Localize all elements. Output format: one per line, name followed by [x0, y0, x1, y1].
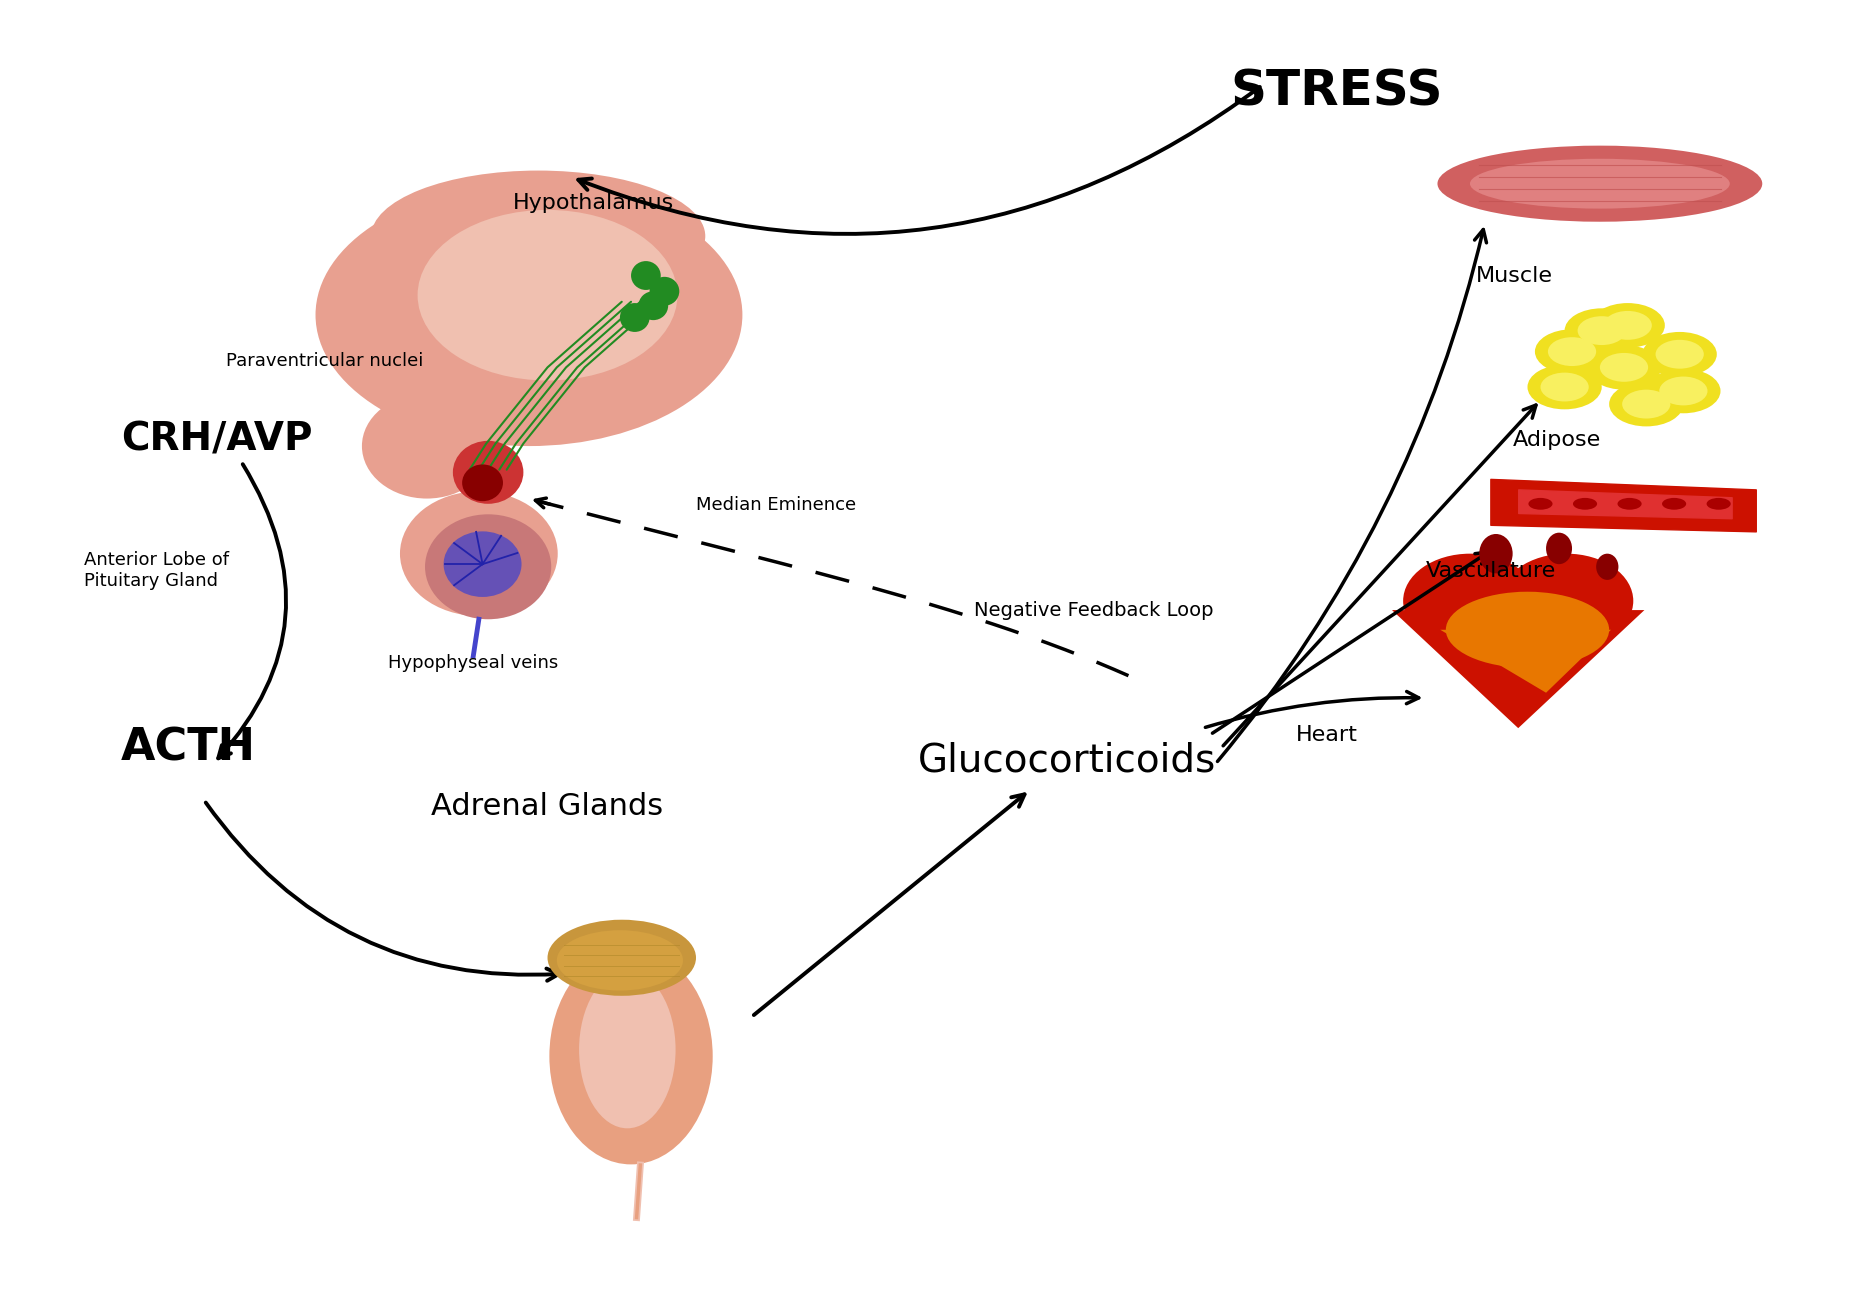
Ellipse shape	[1642, 332, 1716, 377]
Ellipse shape	[1402, 554, 1536, 648]
Ellipse shape	[649, 277, 679, 306]
Ellipse shape	[1547, 337, 1595, 366]
Text: Vasculature: Vasculature	[1425, 560, 1554, 581]
Text: Hypophyseal veins: Hypophyseal veins	[388, 653, 558, 672]
Ellipse shape	[579, 236, 736, 367]
Ellipse shape	[1616, 497, 1640, 509]
Ellipse shape	[1645, 369, 1720, 413]
Ellipse shape	[443, 531, 521, 597]
Ellipse shape	[462, 464, 503, 501]
Text: Hypothalamus: Hypothalamus	[514, 193, 673, 214]
Ellipse shape	[425, 514, 551, 619]
Ellipse shape	[1445, 592, 1608, 668]
Text: Paraventricular nuclei: Paraventricular nuclei	[226, 352, 423, 370]
Ellipse shape	[1527, 497, 1551, 509]
Ellipse shape	[620, 303, 649, 332]
Text: STRESS: STRESS	[1230, 68, 1441, 115]
Ellipse shape	[1608, 382, 1682, 426]
Ellipse shape	[638, 291, 668, 320]
Text: CRH/AVP: CRH/AVP	[121, 421, 312, 458]
Ellipse shape	[1469, 159, 1729, 209]
Ellipse shape	[556, 930, 683, 991]
Text: Glucocorticoids: Glucocorticoids	[918, 743, 1215, 779]
Ellipse shape	[362, 394, 492, 499]
Ellipse shape	[417, 210, 677, 380]
Ellipse shape	[1595, 554, 1618, 580]
Text: Anterior Lobe of
Pituitary Gland: Anterior Lobe of Pituitary Gland	[83, 551, 228, 590]
Ellipse shape	[1621, 390, 1670, 419]
Text: Median Eminence: Median Eminence	[696, 496, 855, 514]
Ellipse shape	[315, 184, 742, 446]
Ellipse shape	[1707, 497, 1731, 509]
Text: Adipose: Adipose	[1512, 429, 1601, 450]
Ellipse shape	[1603, 311, 1651, 340]
Text: Negative Feedback Loop: Negative Feedback Loop	[974, 601, 1213, 619]
Ellipse shape	[453, 441, 523, 504]
Ellipse shape	[1534, 329, 1608, 374]
Ellipse shape	[1662, 497, 1684, 509]
Ellipse shape	[1478, 534, 1512, 573]
Polygon shape	[1439, 630, 1610, 693]
Ellipse shape	[371, 171, 705, 302]
Ellipse shape	[1540, 373, 1588, 401]
Ellipse shape	[1586, 345, 1660, 390]
Ellipse shape	[401, 492, 556, 617]
Ellipse shape	[1499, 554, 1632, 648]
Ellipse shape	[1527, 365, 1601, 409]
Ellipse shape	[547, 920, 696, 996]
Ellipse shape	[1599, 353, 1647, 382]
Ellipse shape	[579, 971, 675, 1128]
Ellipse shape	[436, 216, 659, 308]
Text: Muscle: Muscle	[1475, 265, 1551, 286]
Text: ACTH: ACTH	[121, 727, 256, 769]
Ellipse shape	[549, 947, 712, 1165]
Ellipse shape	[1577, 316, 1625, 345]
Ellipse shape	[1571, 497, 1595, 509]
Ellipse shape	[1655, 340, 1703, 369]
Ellipse shape	[1590, 303, 1664, 348]
Polygon shape	[1391, 610, 1644, 728]
Ellipse shape	[1658, 377, 1707, 405]
Ellipse shape	[631, 261, 660, 290]
Text: Heart: Heart	[1295, 724, 1358, 745]
Text: Adrenal Glands: Adrenal Glands	[430, 792, 664, 821]
Ellipse shape	[1564, 308, 1638, 353]
Ellipse shape	[1436, 146, 1760, 222]
Ellipse shape	[1545, 533, 1571, 564]
